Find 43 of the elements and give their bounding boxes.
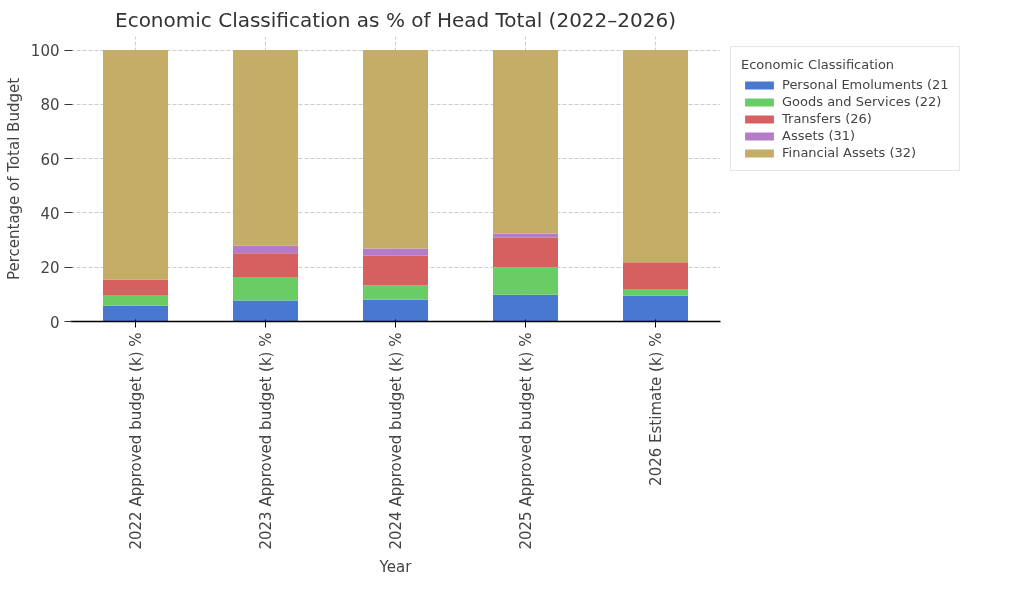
legend-label: Transfers (26)	[782, 111, 872, 126]
bar	[363, 299, 428, 322]
legend-label: Assets (31)	[782, 128, 856, 143]
legend-label: Financial Assets (32)	[782, 145, 917, 160]
y-axis-title: Percentage of Total Budget	[4, 77, 23, 281]
bar	[103, 279, 168, 295]
bar	[363, 50, 428, 249]
bar	[623, 288, 688, 296]
y-tick-label: 20	[40, 259, 60, 278]
y-tick-label: 60	[40, 150, 60, 169]
bar	[493, 50, 558, 234]
chart-title: Economic Classification as % of Head Total (2022–2026)	[114, 7, 677, 32]
bar	[103, 294, 168, 306]
bar	[493, 233, 558, 238]
bar	[233, 253, 298, 277]
x-tick-label: 2022 Approved budget (k) %	[126, 332, 145, 550]
bar	[363, 255, 428, 286]
bar	[493, 267, 558, 295]
bar	[493, 237, 558, 268]
x-tick-label: 2025 Approved budget (k) %	[516, 332, 535, 550]
bar	[233, 50, 298, 246]
bar	[623, 295, 688, 322]
bar	[363, 248, 428, 256]
y-tick-label: 40	[40, 204, 60, 223]
legend-label: Personal Emoluments (21	[782, 77, 949, 92]
bar	[233, 245, 298, 254]
bar	[363, 285, 428, 300]
bar	[233, 300, 298, 322]
y-tick-label: 80	[40, 96, 60, 115]
bar	[493, 294, 558, 322]
legend-label: Goods and Services (22)	[782, 94, 942, 109]
bar	[233, 276, 298, 301]
x-axis-title: Year	[378, 557, 413, 576]
y-tick-label: 100	[30, 42, 60, 61]
bar	[103, 305, 168, 322]
bar	[623, 50, 688, 263]
bar	[623, 262, 688, 289]
y-tick-label: 0	[49, 313, 60, 332]
bar	[103, 50, 168, 280]
x-tick-label: 2026 Estimate (k) %	[646, 332, 665, 486]
x-tick-label: 2023 Approved budget (k) %	[256, 332, 275, 550]
x-tick-label: 2024 Approved budget (k) %	[386, 332, 405, 550]
legend-title: Economic Classification	[741, 57, 896, 72]
